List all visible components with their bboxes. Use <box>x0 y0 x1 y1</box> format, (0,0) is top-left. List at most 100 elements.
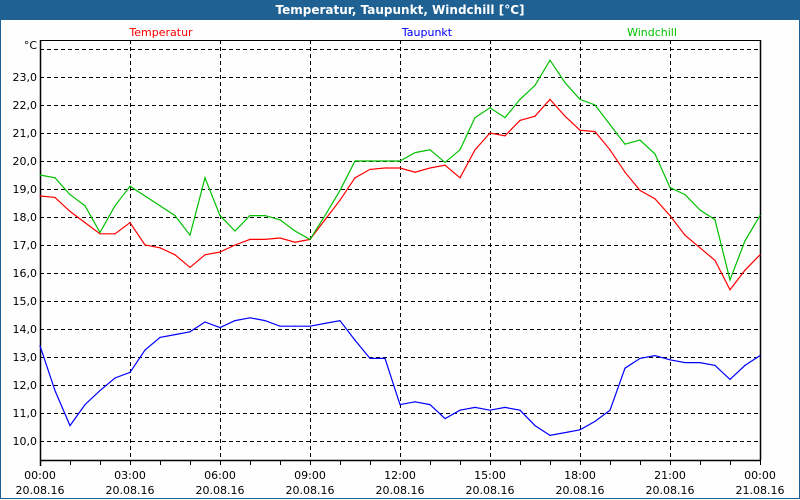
data-point-temperatur <box>234 244 236 246</box>
data-point-temperatur <box>399 167 401 169</box>
data-point-windchill <box>399 160 401 162</box>
data-point-windchill <box>144 195 146 197</box>
data-point-taupunkt <box>219 326 221 329</box>
data-point-taupunkt <box>489 409 491 411</box>
x-tick-time-label: 12:00 <box>384 469 416 482</box>
data-point-windchill <box>54 177 56 179</box>
data-point-windchill <box>114 205 116 207</box>
data-point-windchill <box>444 161 446 163</box>
data-point-taupunkt <box>669 359 671 361</box>
data-point-windchill <box>624 143 626 145</box>
data-point-windchill <box>204 177 206 179</box>
data-point-temperatur <box>189 266 191 268</box>
data-point-taupunkt <box>69 424 71 427</box>
data-point-temperatur <box>684 234 686 236</box>
y-tick-label: 11,0 <box>13 407 38 420</box>
y-axis-unit-label: °C <box>24 39 38 52</box>
data-point-taupunkt <box>54 389 56 392</box>
data-point-taupunkt <box>84 403 86 406</box>
data-point-temperatur <box>564 115 566 117</box>
data-point-temperatur <box>249 238 251 240</box>
data-point-windchill <box>579 98 581 100</box>
legend-taupunkt: Taupunkt <box>401 26 453 39</box>
data-point-windchill <box>159 205 161 207</box>
data-point-taupunkt <box>624 367 626 369</box>
data-point-temperatur <box>624 171 626 173</box>
x-tick-date-label: 20.08.16 <box>286 484 335 497</box>
data-point-temperatur <box>384 167 386 169</box>
data-point-taupunkt <box>279 325 281 327</box>
data-point-windchill <box>369 160 371 162</box>
data-point-windchill <box>294 230 296 232</box>
data-point-temperatur <box>489 132 491 134</box>
data-point-windchill <box>534 84 536 86</box>
legend-windchill: Windchill <box>627 26 677 39</box>
data-point-temperatur <box>744 269 746 271</box>
data-point-windchill <box>549 59 551 61</box>
x-tick-time-label: 15:00 <box>474 469 506 482</box>
data-point-temperatur <box>99 233 101 235</box>
data-point-taupunkt <box>729 378 731 380</box>
data-point-windchill <box>504 116 506 119</box>
x-tick-time-label: 00:00 <box>24 469 56 482</box>
data-point-taupunkt <box>129 371 131 373</box>
data-point-windchill <box>489 107 491 109</box>
data-point-taupunkt <box>594 420 596 422</box>
data-point-windchill <box>264 214 266 217</box>
data-point-taupunkt <box>384 357 386 359</box>
data-point-windchill <box>384 160 386 162</box>
data-point-temperatur <box>54 196 56 198</box>
y-tick-label: 15,0 <box>13 295 38 308</box>
legend-temperatur: Temperatur <box>128 26 193 39</box>
data-point-temperatur <box>729 289 731 291</box>
data-point-taupunkt <box>414 401 416 403</box>
data-point-windchill <box>699 209 701 211</box>
data-point-temperatur <box>519 119 521 121</box>
data-point-windchill <box>234 230 236 232</box>
data-point-windchill <box>279 219 281 221</box>
x-tick-date-label: 20.08.16 <box>196 484 245 497</box>
data-point-taupunkt <box>654 354 656 357</box>
data-point-taupunkt <box>369 357 371 359</box>
data-point-temperatur <box>594 130 596 133</box>
data-point-taupunkt <box>204 321 206 323</box>
x-tick-date-label: 20.08.16 <box>106 484 155 497</box>
data-point-taupunkt <box>474 406 476 408</box>
y-tick-label: 16,0 <box>13 267 38 280</box>
data-point-taupunkt <box>309 325 311 327</box>
data-point-taupunkt <box>699 361 701 364</box>
data-point-windchill <box>84 205 86 207</box>
data-point-temperatur <box>339 199 341 201</box>
data-point-temperatur <box>504 135 506 137</box>
y-tick-label: 14,0 <box>13 323 38 336</box>
data-point-temperatur <box>699 247 701 249</box>
data-point-taupunkt <box>249 317 251 319</box>
data-point-taupunkt <box>234 319 236 322</box>
data-point-temperatur <box>669 214 671 217</box>
data-point-temperatur <box>114 233 116 235</box>
data-point-temperatur <box>144 244 146 246</box>
x-tick-time-label: 18:00 <box>564 469 596 482</box>
data-point-temperatur <box>174 254 176 256</box>
data-point-windchill <box>654 153 656 155</box>
data-point-windchill <box>474 116 476 119</box>
y-tick-label: 12,0 <box>13 379 38 392</box>
data-point-windchill <box>174 214 176 217</box>
data-point-taupunkt <box>399 403 401 406</box>
data-point-temperatur <box>534 115 536 117</box>
x-tick-date-label: 20.08.16 <box>466 484 515 497</box>
data-point-windchill <box>414 151 416 154</box>
y-tick-label: 20,0 <box>13 155 38 168</box>
data-point-temperatur <box>159 247 161 249</box>
x-tick-date-label: 20.08.16 <box>556 484 605 497</box>
data-point-taupunkt <box>354 339 356 341</box>
data-point-temperatur <box>714 259 716 261</box>
data-point-taupunkt <box>264 319 266 322</box>
data-point-taupunkt <box>159 336 161 338</box>
y-tick-label: 13,0 <box>13 351 38 364</box>
data-point-temperatur <box>219 251 221 253</box>
data-point-windchill <box>594 104 596 106</box>
y-tick-label: 17,0 <box>13 239 38 252</box>
data-point-temperatur <box>549 98 551 100</box>
data-point-taupunkt <box>504 406 506 408</box>
